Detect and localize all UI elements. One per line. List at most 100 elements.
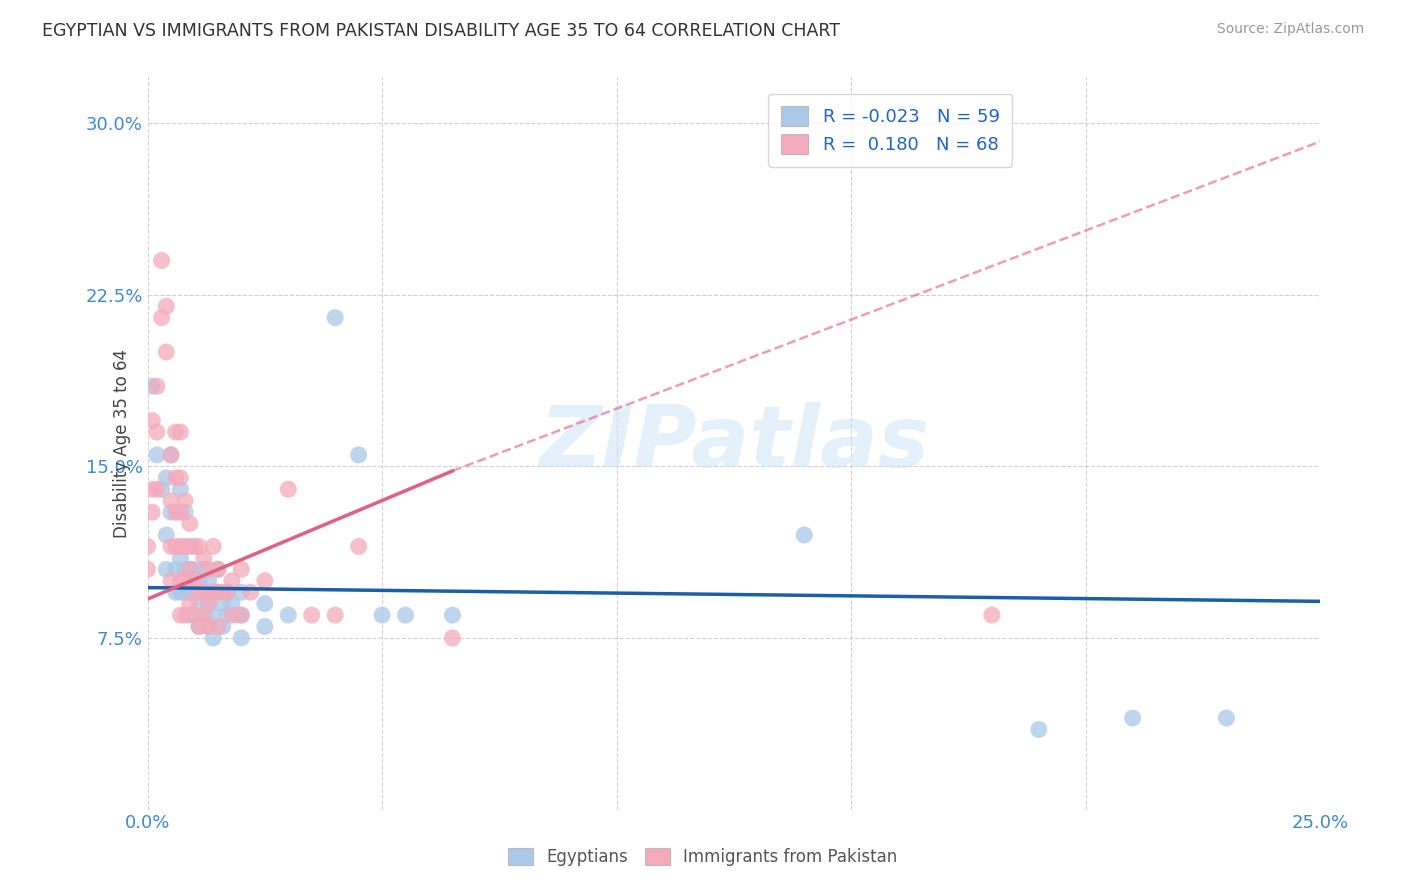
Point xyxy=(193,562,215,576)
Text: EGYPTIAN VS IMMIGRANTS FROM PAKISTAN DISABILITY AGE 35 TO 64 CORRELATION CHART: EGYPTIAN VS IMMIGRANTS FROM PAKISTAN DIS… xyxy=(42,22,841,40)
Point xyxy=(155,299,177,313)
Point xyxy=(793,528,815,542)
Point xyxy=(183,562,205,576)
Point xyxy=(169,608,191,623)
Point xyxy=(1122,711,1144,725)
Point xyxy=(174,574,197,588)
Point xyxy=(231,608,253,623)
Point xyxy=(150,310,173,325)
Point xyxy=(169,540,191,554)
Point xyxy=(441,631,464,645)
Point xyxy=(146,448,169,462)
Point xyxy=(221,574,243,588)
Point xyxy=(193,585,215,599)
Point xyxy=(160,493,183,508)
Point xyxy=(188,574,211,588)
Point xyxy=(197,597,219,611)
Point xyxy=(202,540,225,554)
Point xyxy=(155,345,177,359)
Point xyxy=(169,425,191,439)
Point xyxy=(253,574,276,588)
Point xyxy=(239,585,262,599)
Point xyxy=(174,585,197,599)
Point xyxy=(188,597,211,611)
Point xyxy=(253,597,276,611)
Point xyxy=(155,562,177,576)
Point xyxy=(169,550,191,565)
Point xyxy=(323,310,346,325)
Point xyxy=(193,608,215,623)
Text: ZIPatlas: ZIPatlas xyxy=(538,402,929,485)
Point xyxy=(207,585,229,599)
Point xyxy=(150,253,173,268)
Point xyxy=(197,597,219,611)
Point xyxy=(165,425,187,439)
Point xyxy=(174,608,197,623)
Point xyxy=(211,585,233,599)
Point xyxy=(188,540,211,554)
Point xyxy=(160,448,183,462)
Point xyxy=(202,585,225,599)
Point xyxy=(141,505,163,519)
Point xyxy=(169,585,191,599)
Point xyxy=(155,471,177,485)
Point xyxy=(183,540,205,554)
Point xyxy=(183,585,205,599)
Point xyxy=(1028,723,1050,737)
Point xyxy=(193,550,215,565)
Point xyxy=(174,562,197,576)
Point xyxy=(160,505,183,519)
Point xyxy=(207,585,229,599)
Point xyxy=(179,540,201,554)
Point xyxy=(169,574,191,588)
Point xyxy=(179,608,201,623)
Point xyxy=(217,608,239,623)
Point xyxy=(179,597,201,611)
Point xyxy=(193,585,215,599)
Point xyxy=(221,608,243,623)
Point xyxy=(231,608,253,623)
Point xyxy=(183,608,205,623)
Point xyxy=(197,619,219,633)
Point xyxy=(165,540,187,554)
Point xyxy=(174,493,197,508)
Point xyxy=(202,585,225,599)
Point xyxy=(183,608,205,623)
Point xyxy=(193,608,215,623)
Point xyxy=(141,414,163,428)
Point xyxy=(277,608,299,623)
Point xyxy=(169,505,191,519)
Point xyxy=(197,562,219,576)
Point xyxy=(207,619,229,633)
Point xyxy=(371,608,394,623)
Point xyxy=(347,448,370,462)
Point xyxy=(347,540,370,554)
Point xyxy=(174,505,197,519)
Point xyxy=(441,608,464,623)
Point xyxy=(301,608,323,623)
Point xyxy=(136,540,159,554)
Point xyxy=(188,619,211,633)
Legend: R = -0.023   N = 59, R =  0.180   N = 68: R = -0.023 N = 59, R = 0.180 N = 68 xyxy=(769,94,1012,167)
Point xyxy=(169,471,191,485)
Point xyxy=(165,471,187,485)
Point xyxy=(207,562,229,576)
Point xyxy=(197,619,219,633)
Legend: Egyptians, Immigrants from Pakistan: Egyptians, Immigrants from Pakistan xyxy=(501,840,905,875)
Point xyxy=(179,562,201,576)
Point xyxy=(160,540,183,554)
Point xyxy=(231,562,253,576)
Point xyxy=(188,585,211,599)
Point xyxy=(165,562,187,576)
Point xyxy=(179,585,201,599)
Point xyxy=(179,562,201,576)
Point xyxy=(221,597,243,611)
Point xyxy=(231,631,253,645)
Point xyxy=(141,379,163,393)
Point xyxy=(174,540,197,554)
Point xyxy=(277,482,299,496)
Point xyxy=(169,482,191,496)
Point xyxy=(155,528,177,542)
Point xyxy=(197,574,219,588)
Point xyxy=(231,585,253,599)
